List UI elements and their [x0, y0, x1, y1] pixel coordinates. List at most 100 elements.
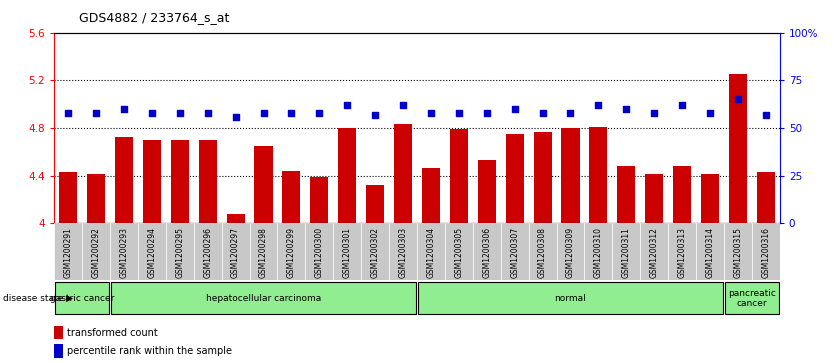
Point	[564, 110, 577, 115]
Bar	[473, 223, 500, 280]
Bar	[752, 223, 780, 280]
Text: transformed count: transformed count	[67, 327, 158, 338]
Text: GSM1200307: GSM1200307	[510, 227, 520, 278]
Point	[340, 102, 354, 108]
Bar	[673, 166, 691, 223]
Text: GSM1200292: GSM1200292	[92, 227, 101, 278]
Point	[620, 106, 633, 112]
Bar	[646, 174, 663, 223]
Text: GSM1200310: GSM1200310	[594, 227, 603, 278]
Text: GSM1200313: GSM1200313	[677, 227, 686, 278]
Bar	[612, 223, 641, 280]
Bar	[585, 223, 612, 280]
Bar	[310, 177, 329, 223]
Point	[676, 102, 689, 108]
Point	[62, 110, 75, 115]
Bar	[334, 223, 361, 280]
Bar	[54, 223, 82, 280]
Text: GSM1200293: GSM1200293	[119, 227, 128, 278]
Point	[284, 110, 298, 115]
Text: GDS4882 / 233764_s_at: GDS4882 / 233764_s_at	[79, 11, 229, 24]
Text: gastric cancer: gastric cancer	[50, 294, 114, 303]
Bar	[249, 223, 278, 280]
Point	[425, 110, 438, 115]
Point	[703, 110, 716, 115]
Bar	[166, 223, 193, 280]
Bar	[505, 134, 524, 223]
Text: hepatocellular carcinoma: hepatocellular carcinoma	[206, 294, 321, 303]
Bar	[389, 223, 417, 280]
Point	[731, 97, 745, 102]
Point	[173, 110, 187, 115]
Point	[229, 114, 243, 119]
Point	[452, 110, 465, 115]
Bar	[54, 326, 63, 339]
Point	[89, 110, 103, 115]
Bar	[87, 174, 105, 223]
Bar	[338, 128, 356, 223]
Text: pancreatic
cancer: pancreatic cancer	[728, 289, 776, 308]
Text: GSM1200311: GSM1200311	[622, 227, 631, 278]
Text: GSM1200294: GSM1200294	[148, 227, 157, 278]
Text: GSM1200302: GSM1200302	[370, 227, 379, 278]
Bar	[590, 127, 607, 223]
Bar	[361, 223, 389, 280]
Text: GSM1200308: GSM1200308	[538, 227, 547, 278]
Point	[369, 112, 382, 118]
Bar	[82, 223, 110, 280]
Text: percentile rank within the sample: percentile rank within the sample	[67, 346, 232, 356]
Text: normal: normal	[555, 294, 586, 303]
Text: GSM1200315: GSM1200315	[733, 227, 742, 278]
Text: GSM1200295: GSM1200295	[175, 227, 184, 278]
Text: GSM1200314: GSM1200314	[706, 227, 715, 278]
Point	[592, 102, 605, 108]
Bar	[478, 160, 496, 223]
Bar	[138, 223, 166, 280]
Point	[647, 110, 661, 115]
Bar	[529, 223, 556, 280]
Text: GSM1200298: GSM1200298	[259, 227, 268, 278]
Bar	[254, 146, 273, 223]
Bar	[366, 185, 384, 223]
Point	[759, 112, 772, 118]
Text: GSM1200300: GSM1200300	[314, 227, 324, 278]
Bar	[534, 131, 551, 223]
Text: GSM1200297: GSM1200297	[231, 227, 240, 278]
Point	[118, 106, 131, 112]
Bar	[556, 223, 585, 280]
Bar	[59, 172, 78, 223]
Bar	[193, 223, 222, 280]
Bar	[701, 174, 719, 223]
Bar	[305, 223, 334, 280]
Point	[313, 110, 326, 115]
Point	[480, 110, 494, 115]
Text: GSM1200296: GSM1200296	[203, 227, 212, 278]
Point	[145, 110, 158, 115]
Text: disease state ▶: disease state ▶	[3, 294, 73, 303]
Text: GSM1200303: GSM1200303	[399, 227, 408, 278]
Bar	[450, 129, 468, 223]
Bar	[222, 223, 249, 280]
Bar	[729, 74, 747, 223]
Bar	[724, 223, 752, 280]
Text: GSM1200291: GSM1200291	[63, 227, 73, 278]
Text: GSM1200305: GSM1200305	[455, 227, 464, 278]
Bar	[756, 172, 775, 223]
Text: GSM1200316: GSM1200316	[761, 227, 771, 278]
Bar	[111, 282, 416, 314]
Text: GSM1200299: GSM1200299	[287, 227, 296, 278]
Bar	[227, 214, 244, 223]
Point	[396, 102, 409, 108]
Bar	[278, 223, 305, 280]
Bar	[500, 223, 529, 280]
Bar	[394, 125, 412, 223]
Bar	[143, 140, 161, 223]
Bar	[641, 223, 668, 280]
Text: GSM1200301: GSM1200301	[343, 227, 352, 278]
Bar	[445, 223, 473, 280]
Text: GSM1200304: GSM1200304	[426, 227, 435, 278]
Point	[508, 106, 521, 112]
Bar	[668, 223, 696, 280]
Bar	[417, 223, 445, 280]
Bar	[54, 344, 63, 358]
